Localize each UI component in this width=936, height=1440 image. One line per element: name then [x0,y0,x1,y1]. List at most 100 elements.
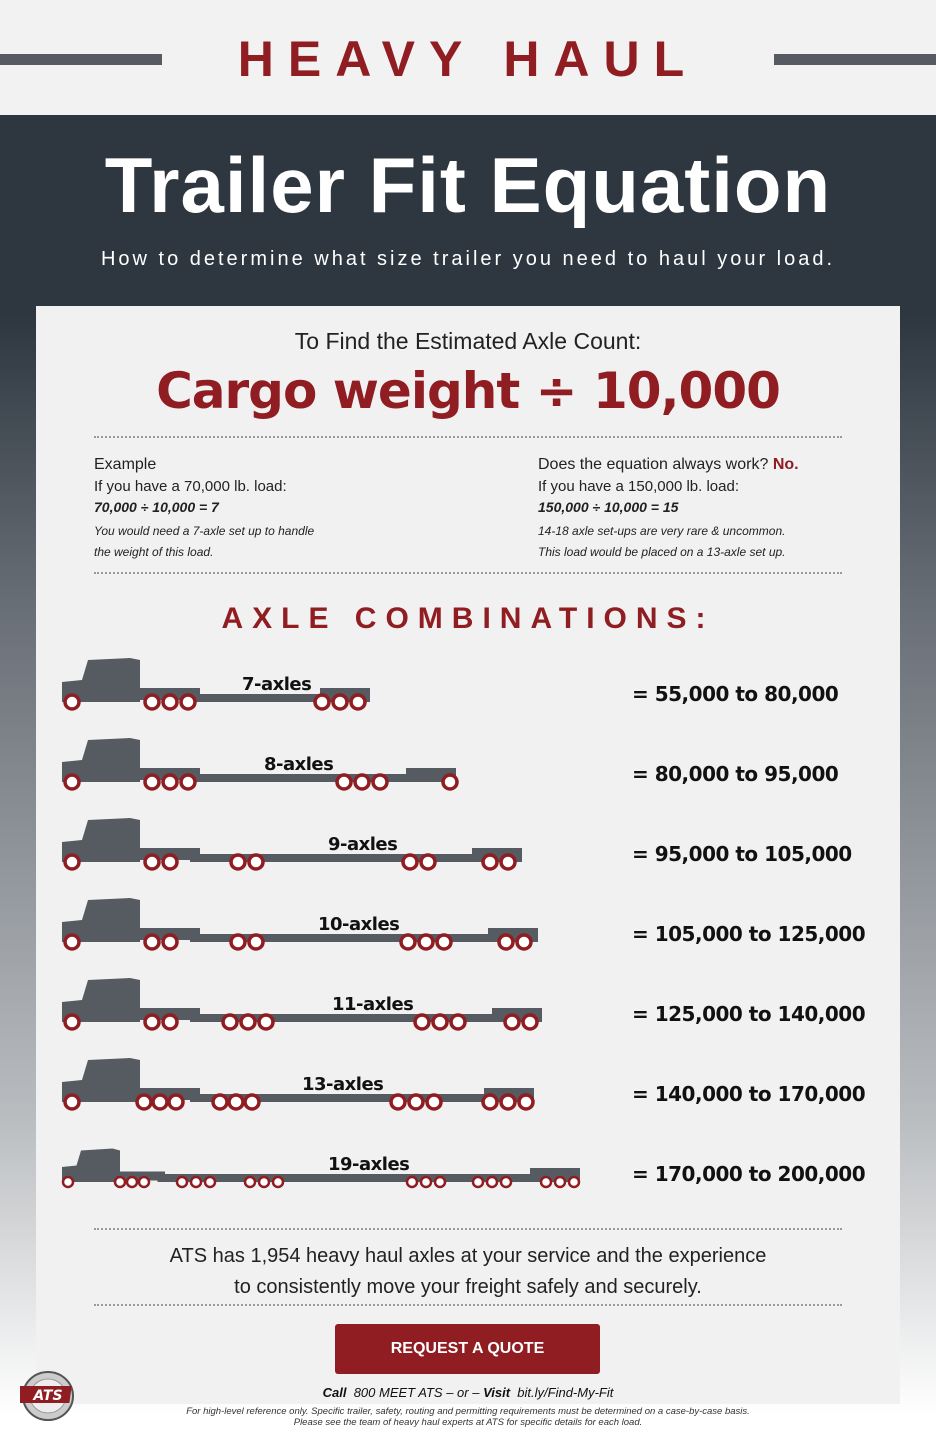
wheel-icon [539,1175,553,1189]
truck-trailer-icon [62,658,370,711]
axle-combination-row: 8-axles = 80,000 to 95,000 [36,736,900,796]
axle-label: 10-axles [318,914,400,935]
wheel-icon [203,1175,217,1189]
statement-line: ATS has 1,954 heavy haul axles at your s… [169,1245,767,1267]
wheel-icon [417,933,435,951]
wheel-icon [243,1175,257,1189]
example-block: Example If you have a 70,000 lb. load: 7… [94,456,314,563]
truck-trailer-icon [61,1148,581,1189]
request-quote-button[interactable]: REQUEST A QUOTE [335,1324,600,1374]
weight-range: = 105,000 to 125,000 [632,922,866,946]
wheel-icon [179,773,197,791]
page-title: Trailer Fit Equation [104,141,832,229]
wheel-icon [229,853,247,871]
wheel-icon [567,1175,581,1189]
wheel-icon [331,693,349,711]
content-card: To Find the Estimated Axle Count: Cargo … [36,306,900,1404]
wheel-icon [517,1093,535,1111]
wheel-icon [211,1093,229,1111]
wheel-icon [143,773,161,791]
weight-range: = 140,000 to 170,000 [632,1082,866,1106]
formula-equation: Cargo weight ÷ 10,000 [156,362,781,420]
truck-trailer-icon [62,978,542,1031]
wheel-icon [257,1013,275,1031]
wheel-icon [137,1175,151,1189]
formula-intro: To Find the Estimated Axle Count: [294,328,642,354]
axle-combination-row: 10-axles = 105,000 to 125,000 [36,896,900,956]
wheel-icon [419,1175,433,1189]
wheel-icon [63,1013,81,1031]
wheel-icon [431,1013,449,1031]
ats-statement: ATS has 1,954 heavy haul axles at your s… [36,1241,900,1303]
statement-line: to consistently move your freight safely… [234,1276,702,1298]
top-banner: HEAVY HAUL [0,0,936,115]
wheel-icon [143,933,161,951]
axle-label: 9-axles [328,834,398,855]
wheel-icon [349,693,367,711]
divider [94,572,842,574]
visit-label: Visit [483,1385,511,1400]
wheel-icon [247,853,265,871]
wheel-icon [499,853,517,871]
ats-logo: ATS [20,1371,74,1421]
wheel-icon [499,1093,517,1111]
wheel-icon [435,933,453,951]
wheel-icon [63,853,81,871]
wheel-icon [401,853,419,871]
wheel-icon [143,853,161,871]
wheel-icon [247,933,265,951]
weight-range: = 125,000 to 140,000 [632,1002,866,1026]
divider [94,436,842,438]
axle-combination-row: 7-axles = 55,000 to 80,000 [36,656,900,716]
wheel-icon [161,693,179,711]
wheel-icon [449,1013,467,1031]
url-link[interactable]: bit.ly/Find-My-Fit [517,1385,614,1400]
wheel-icon [399,933,417,951]
axle-combination-row: 9-axles = 95,000 to 105,000 [36,816,900,876]
divider [0,54,162,65]
axle-label: 11-axles [332,994,414,1015]
caveat-answer: No. [772,456,799,473]
wheel-icon [425,1093,443,1111]
caveat-heading: Does the equation always work? [538,456,769,473]
contact-line: Call 800 MEET ATS – or – Visit bit.ly/Fi… [0,1385,936,1400]
axle-label: 13-axles [302,1074,384,1095]
phone-number[interactable]: 800 MEET ATS [353,1385,443,1400]
caveat-line: If you have a 150,000 lb. load: [538,478,739,495]
wheel-icon [413,1013,431,1031]
wheel-icon [481,853,499,871]
wheel-icon [143,693,161,711]
wheel-icon [229,933,247,951]
weight-range: = 80,000 to 95,000 [632,762,839,786]
example-note: the weight of this load. [94,545,214,559]
weight-range: = 170,000 to 200,000 [632,1162,866,1186]
wheel-icon [125,1175,139,1189]
axle-combination-row: 13-axles = 140,000 to 170,000 [36,1056,900,1116]
truck-trailer-icon [62,738,459,791]
divider [774,54,936,65]
wheel-icon [61,1175,75,1189]
wheel-icon [313,693,331,711]
wheel-icon [515,933,533,951]
wheel-icon [485,1175,499,1189]
wheel-icon [497,933,515,951]
wheel-icon [63,773,81,791]
wheel-icon [113,1175,127,1189]
wheel-icon [433,1175,447,1189]
wheel-icon [389,1093,407,1111]
wheel-icon [239,1013,257,1031]
wheel-icon [161,853,179,871]
wheel-icon [189,1175,203,1189]
example-line: If you have a 70,000 lb. load: [94,478,287,495]
wheel-icon [405,1175,419,1189]
wheel-icon [151,1093,169,1111]
wheel-icon [521,1013,539,1031]
axle-label: 7-axles [242,674,312,695]
weight-range: = 55,000 to 80,000 [632,682,839,706]
caveat-note: This load would be placed on a 13-axle s… [538,545,786,559]
example-note: You would need a 7-axle set up to handle [94,524,315,538]
divider [94,1304,842,1306]
axle-label: 8-axles [264,754,334,775]
wheel-icon [175,1175,189,1189]
wheel-icon [257,1175,271,1189]
